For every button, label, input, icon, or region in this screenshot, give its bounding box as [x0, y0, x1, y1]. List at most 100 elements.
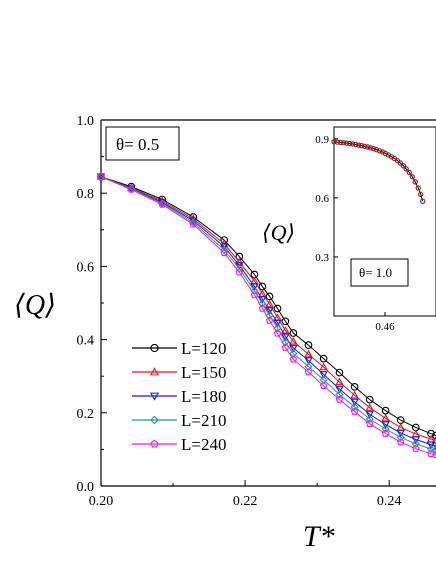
legend-label: L=150 [181, 363, 226, 382]
x-axis-title: T* [303, 520, 335, 553]
inset-y-axis-title: ⟨Q⟩ [262, 220, 295, 245]
inset-data-point [397, 160, 403, 166]
data-point [304, 368, 313, 376]
data-point [304, 357, 313, 365]
inset-data-point [406, 169, 412, 176]
x-tick-label: 0.24 [377, 494, 402, 509]
inset-data-point [379, 149, 386, 155]
data-point [265, 307, 274, 315]
data-point [431, 435, 436, 444]
data-point [335, 377, 344, 386]
main-series-group [96, 172, 436, 459]
data-point [350, 398, 359, 407]
data-point [281, 333, 290, 342]
legend-marker [150, 439, 159, 448]
data-point [273, 304, 282, 313]
data-point [189, 218, 198, 227]
data-point [335, 395, 344, 403]
data-point [281, 338, 290, 347]
series-line [100, 176, 436, 451]
data-point [289, 355, 298, 363]
data-point [319, 371, 328, 379]
inset-axes: 0.3 0.6 0.9 0.46 [315, 134, 395, 333]
series-l-210 [96, 172, 436, 455]
inset-data-point [347, 140, 353, 147]
legend-marker [149, 367, 160, 376]
data-point [265, 311, 274, 320]
inset-y-tick-label: 0.6 [315, 193, 329, 205]
data-point [431, 442, 436, 451]
data-point [265, 299, 274, 308]
inset-data-point [412, 179, 418, 185]
data-point [273, 319, 282, 328]
inset-data-point [352, 141, 359, 148]
inset-theta-annotation: θ= 1.0 [359, 265, 392, 280]
data-point [365, 395, 374, 404]
data-point [250, 290, 259, 299]
inset-data-point [338, 139, 344, 146]
data-point [319, 375, 328, 384]
data-point [127, 185, 136, 193]
inset-data-point [334, 139, 341, 145]
inset-data-point [367, 145, 374, 151]
y-tick-label: 0.8 [77, 187, 95, 202]
inset-data-point [409, 174, 415, 180]
series-line [100, 176, 436, 441]
inset-data-point [358, 143, 365, 149]
data-point [189, 220, 197, 228]
data-point [427, 449, 435, 458]
inset-data-point [361, 143, 368, 149]
legend-label: L=180 [181, 387, 226, 406]
data-point [289, 344, 298, 353]
inset-data-point [418, 191, 424, 197]
data-point [381, 429, 390, 437]
inset-data-point [403, 166, 409, 172]
data-point [304, 349, 313, 358]
inset-data-point [331, 139, 337, 145]
inset-data-point [420, 198, 426, 204]
data-point [350, 382, 359, 391]
data-point [304, 362, 313, 371]
theta-annotation: θ= 0.5 [116, 135, 159, 154]
data-point [350, 402, 359, 412]
inset-data-point [365, 144, 371, 150]
legend-label: L=210 [181, 411, 226, 430]
inset-data-point [341, 140, 347, 146]
inset-data-point [343, 140, 350, 146]
inset-annotation-box [350, 258, 409, 287]
data-point [396, 438, 405, 446]
inset-data-point [400, 163, 407, 169]
series-line [100, 176, 436, 456]
data-point [235, 268, 244, 276]
series-l-240 [97, 172, 436, 459]
data-point [281, 317, 290, 326]
inset-data-point [376, 148, 383, 154]
data-point [381, 413, 390, 422]
inset-series-line [333, 141, 424, 202]
data-point [219, 243, 229, 252]
y-tick-label: 0.2 [77, 407, 95, 422]
data-point [319, 381, 328, 389]
data-point [335, 390, 344, 399]
data-point [411, 436, 421, 444]
data-point [335, 368, 344, 377]
legend-label: L=240 [181, 435, 226, 454]
data-point [281, 326, 290, 334]
data-point [350, 390, 359, 399]
data-point [396, 433, 405, 442]
data-point [304, 341, 313, 349]
inset-y-tick-label: 0.9 [315, 134, 329, 146]
inset-data-point [356, 142, 362, 148]
y-tick-label: 0.6 [77, 260, 95, 275]
data-point [432, 450, 436, 459]
data-point [220, 248, 228, 257]
data-point [365, 419, 374, 428]
data-point [365, 403, 374, 411]
data-point [273, 324, 282, 333]
data-point [235, 262, 244, 270]
data-point [250, 283, 259, 291]
main-axes: 0.0 0.2 0.4 0.6 0.8 1.0 0.20 0.22 0.24 [77, 114, 436, 509]
data-point [158, 200, 167, 208]
legend-marker [150, 415, 159, 425]
